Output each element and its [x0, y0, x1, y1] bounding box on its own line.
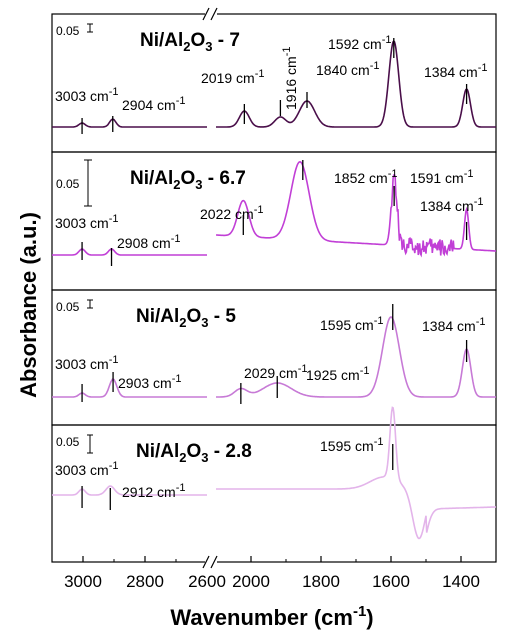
panel-title: Ni/Al2O3 - 2.8 [136, 441, 252, 465]
panel-frame [51, 424, 497, 563]
spectrum-line-right [216, 316, 496, 398]
peak-label-2908: 2908 cm-1 [117, 233, 180, 251]
spectrum-line-left [52, 248, 207, 256]
peak-label-1595: 1595 cm-1 [320, 436, 383, 454]
x-tick-label-1400: 1400 [442, 572, 480, 591]
x-axis-title-main: Wavenumber (cm [170, 605, 353, 630]
peak-label-1384: 1384 cm-1 [424, 62, 487, 80]
peak-label-1925: 1925 cm-1 [306, 365, 369, 383]
peak-label-3003: 3003 cm-1 [55, 460, 118, 478]
peak-label-2904: 2904 cm-1 [122, 95, 185, 113]
peak-label-1595: 1595 cm-1 [320, 315, 383, 333]
panel-title: Ni/Al2O3 - 7 [140, 30, 240, 54]
peak-label-2029: 2029 cm-1 [244, 363, 307, 381]
axis-break-mark [202, 7, 218, 21]
peak-label-2912: 2912 cm-1 [122, 482, 185, 500]
x-axis-title-close: ) [366, 605, 373, 630]
scale-bar-label: 0.05 [56, 435, 80, 449]
x-tick-label-2600: 2600 [188, 572, 226, 591]
panel-frame [51, 13, 497, 153]
peak-label-1384: 1384 cm-1 [420, 196, 483, 214]
peak-label-2022: 2022 cm-1 [200, 204, 263, 222]
x-tick-label-2000: 2000 [232, 572, 270, 591]
spectrum-line-left [52, 378, 207, 398]
peak-label-3003: 3003 cm-1 [55, 354, 118, 372]
peak-label-1591: 1591 cm-1 [410, 168, 473, 186]
spectrum-line-left [52, 485, 207, 496]
x-tick-label-2800: 2800 [126, 572, 164, 591]
scale-bar: 0.05 [56, 23, 93, 38]
panel-frame [51, 289, 497, 426]
peak-label-1840: 1840 cm-1 [316, 60, 379, 78]
x-axis: 3000 2800 2600 2000 1800 1600 1400 [64, 7, 480, 591]
spectrum-line-right [216, 160, 496, 258]
peak-label-2019: 2019 cm-1 [201, 68, 264, 86]
scale-bar-label: 0.05 [56, 177, 80, 191]
peak-label-1592: 1592 cm-1 [328, 34, 391, 52]
peak-label-1384: 1384 cm-1 [422, 316, 485, 334]
peak-label-2903: 2903 cm-1 [118, 373, 181, 391]
panel-2: 3003 cm-1 2908 cm-1 2022 cm-1 1852 cm-1 1591… [51, 151, 497, 291]
peak-label-3003: 3003 cm-1 [55, 213, 118, 231]
panel-title: Ni/Al2O3 - 6.7 [130, 168, 246, 192]
x-axis-title-sup: -1 [353, 603, 366, 620]
panel-title: Ni/Al2O3 - 5 [136, 306, 236, 330]
scale-bar-label: 0.05 [56, 300, 80, 314]
x-tick-label-3000: 3000 [64, 572, 102, 591]
scale-bar-label: 0.05 [56, 24, 80, 38]
spectrum-line-left [52, 118, 207, 128]
spectrum-line-right [216, 406, 496, 540]
y-axis-title: Absorbance (a.u.) [16, 212, 41, 398]
peak-label-1852: 1852 cm-1 [334, 168, 397, 186]
x-axis-title: Wavenumber (cm-1) [170, 603, 373, 630]
scale-bar: 0.05 [56, 299, 93, 314]
scale-bar: 0.05 [56, 434, 93, 454]
scale-bar: 0.05 [56, 159, 92, 207]
axis-break-mark [202, 555, 218, 569]
spectrum-line-right [216, 39, 496, 128]
peak-label-1916: 1916 cm-1 [281, 47, 299, 110]
peak-label-3003: 3003 cm-1 [55, 86, 118, 104]
x-tick-label-1600: 1600 [372, 572, 410, 591]
x-tick-label-1800: 1800 [302, 572, 340, 591]
